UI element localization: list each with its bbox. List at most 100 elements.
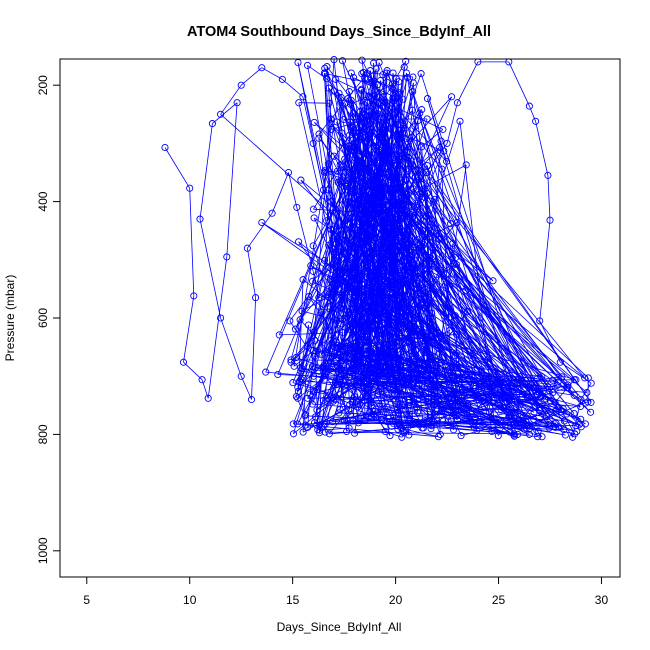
data-point — [388, 347, 396, 355]
trajectory-segment — [300, 367, 403, 407]
data-point — [311, 364, 319, 372]
data-point — [552, 423, 560, 431]
trajectory-segment — [298, 279, 304, 392]
data-point — [426, 375, 434, 383]
data-point — [570, 391, 578, 399]
data-point — [456, 117, 464, 125]
data-point — [539, 387, 547, 395]
data-point — [332, 75, 340, 83]
trajectory-segment — [299, 272, 346, 383]
y-axis-label: Pressure (mbar) — [3, 275, 17, 362]
data-point — [358, 56, 366, 64]
trajectory-segment — [368, 96, 385, 161]
trajectory-segment — [389, 350, 499, 404]
data-point — [348, 121, 356, 129]
data-point — [409, 352, 417, 360]
data-point — [365, 112, 373, 120]
data-point — [460, 409, 468, 418]
data-point — [345, 214, 353, 223]
data-point — [289, 420, 297, 428]
data-point — [406, 398, 414, 406]
data-point — [395, 218, 403, 227]
data-point — [510, 420, 518, 429]
trajectory-segment — [353, 62, 380, 246]
data-point — [217, 314, 225, 322]
trajectory-segment — [316, 371, 378, 411]
data-point — [315, 134, 323, 142]
data-point — [321, 420, 329, 429]
data-point — [380, 190, 388, 198]
data-point — [301, 421, 309, 429]
trajectory-segment — [407, 248, 562, 412]
data-point — [313, 421, 321, 429]
data-point — [362, 214, 370, 223]
data-point — [417, 180, 425, 188]
data-point — [365, 271, 373, 280]
data-point — [258, 218, 266, 227]
data-point — [258, 64, 266, 72]
data-point — [553, 381, 561, 390]
data-point — [449, 372, 457, 380]
data-point — [335, 409, 343, 417]
trajectory-segment — [212, 102, 238, 124]
trajectory-segment — [300, 115, 375, 372]
data-point — [366, 408, 374, 416]
data-point — [534, 433, 542, 441]
data-point — [395, 354, 403, 362]
data-point — [387, 176, 395, 184]
data-point — [354, 285, 362, 294]
trajectory-segment — [247, 212, 273, 249]
data-point — [479, 397, 487, 405]
data-point — [542, 395, 550, 403]
data-point — [500, 393, 508, 401]
data-point — [430, 353, 438, 361]
data-point — [299, 428, 307, 436]
data-point — [408, 161, 416, 170]
data-point — [332, 240, 340, 248]
data-point — [310, 372, 318, 380]
data-point — [375, 238, 383, 246]
data-point — [577, 395, 585, 404]
data-point — [489, 277, 497, 285]
data-point — [395, 409, 403, 417]
data-point — [287, 356, 295, 364]
data-point — [544, 383, 552, 391]
data-point — [454, 399, 462, 407]
data-point — [411, 267, 419, 275]
data-point — [383, 278, 391, 287]
data-point — [398, 433, 406, 441]
data-point — [401, 310, 409, 319]
data-point — [573, 427, 581, 436]
data-point — [418, 291, 426, 299]
data-point — [325, 99, 333, 107]
data-point — [494, 399, 502, 407]
data-point — [516, 401, 524, 409]
data-point — [484, 395, 492, 404]
data-point — [396, 152, 404, 160]
data-point — [450, 426, 458, 434]
data-point — [560, 426, 568, 434]
data-point — [361, 257, 369, 265]
data-point — [423, 418, 431, 426]
data-point — [380, 156, 389, 164]
data-point — [354, 414, 362, 422]
data-point — [397, 149, 405, 157]
data-point — [377, 128, 385, 136]
data-point — [523, 422, 531, 430]
data-point — [237, 81, 245, 89]
trajectory-segment — [308, 296, 386, 357]
data-point — [423, 161, 431, 170]
trajectory-segment — [423, 141, 442, 359]
data-point — [332, 276, 340, 284]
data-point — [470, 381, 478, 390]
trajectory-segment — [293, 93, 340, 367]
data-point — [426, 267, 434, 275]
data-point — [381, 241, 390, 249]
data-point — [402, 198, 410, 206]
data-point — [321, 64, 329, 72]
data-point — [376, 76, 384, 85]
data-point — [343, 253, 351, 261]
data-point — [428, 422, 436, 430]
data-point — [376, 164, 384, 172]
data-point — [525, 102, 533, 110]
